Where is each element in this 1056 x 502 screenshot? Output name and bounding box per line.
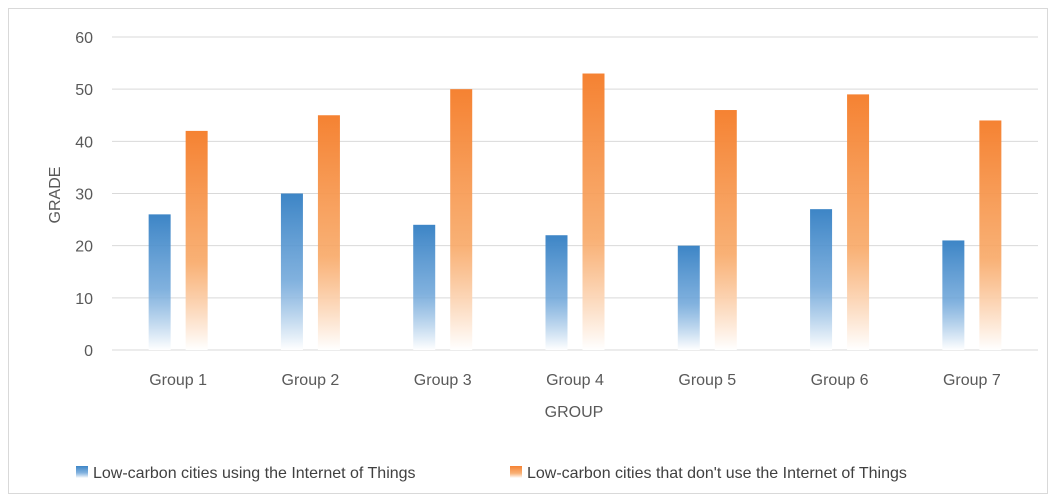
legend-label-iot: Low-carbon cities using the Internet of … xyxy=(93,465,416,482)
x-tick-label: Group 4 xyxy=(546,372,604,389)
bar-no-iot[interactable] xyxy=(714,110,737,351)
bar-iot[interactable] xyxy=(545,235,568,350)
bar-no-iot[interactable] xyxy=(847,94,870,350)
legend-swatch-no-iot xyxy=(510,466,522,478)
x-tick-label: Group 3 xyxy=(414,372,472,389)
x-tick-label: Group 6 xyxy=(811,372,869,389)
bar-iot[interactable] xyxy=(810,209,833,350)
bar-iot[interactable] xyxy=(942,240,965,350)
y-tick-label: 40 xyxy=(75,134,93,151)
bar-no-iot[interactable] xyxy=(317,115,340,350)
gridlines xyxy=(112,36,1038,351)
x-axis-ticks: Group 1 Group 2 Group 3 Group 4 Group 5 Group… xyxy=(149,372,1001,389)
bar-no-iot[interactable] xyxy=(185,130,208,350)
x-tick-label: Group 7 xyxy=(943,372,1001,389)
bar-iot[interactable] xyxy=(677,245,700,350)
bar-iot[interactable] xyxy=(148,214,171,350)
y-tick-label: 10 xyxy=(75,291,93,308)
y-tick-label: 50 xyxy=(75,82,93,99)
legend[interactable]: Low-carbon cities using the Internet of … xyxy=(76,465,907,482)
y-axis-title: GRADE xyxy=(47,167,64,224)
legend-swatch-iot xyxy=(76,466,88,478)
legend-item-no-iot[interactable]: Low-carbon cities that don't use the Int… xyxy=(510,465,907,482)
y-tick-label: 0 xyxy=(84,343,93,360)
bar-no-iot[interactable] xyxy=(582,73,605,351)
legend-item-iot[interactable]: Low-carbon cities using the Internet of … xyxy=(76,465,416,482)
bar-no-iot[interactable] xyxy=(979,120,1002,350)
y-tick-label: 30 xyxy=(75,187,93,204)
x-axis-title: GROUP xyxy=(545,404,604,421)
legend-label-no-iot: Low-carbon cities that don't use the Int… xyxy=(527,465,907,482)
bar-no-iot[interactable] xyxy=(450,89,473,351)
y-tick-label: 20 xyxy=(75,239,93,256)
x-tick-label: Group 2 xyxy=(282,372,340,389)
bar-iot[interactable] xyxy=(413,224,436,350)
bars xyxy=(148,73,1002,351)
x-tick-label: Group 5 xyxy=(678,372,736,389)
y-tick-label: 60 xyxy=(75,30,93,47)
bar-iot[interactable] xyxy=(280,193,303,351)
y-axis-ticks: 0 10 20 30 40 50 60 xyxy=(75,30,93,360)
x-tick-label: Group 1 xyxy=(149,372,207,389)
